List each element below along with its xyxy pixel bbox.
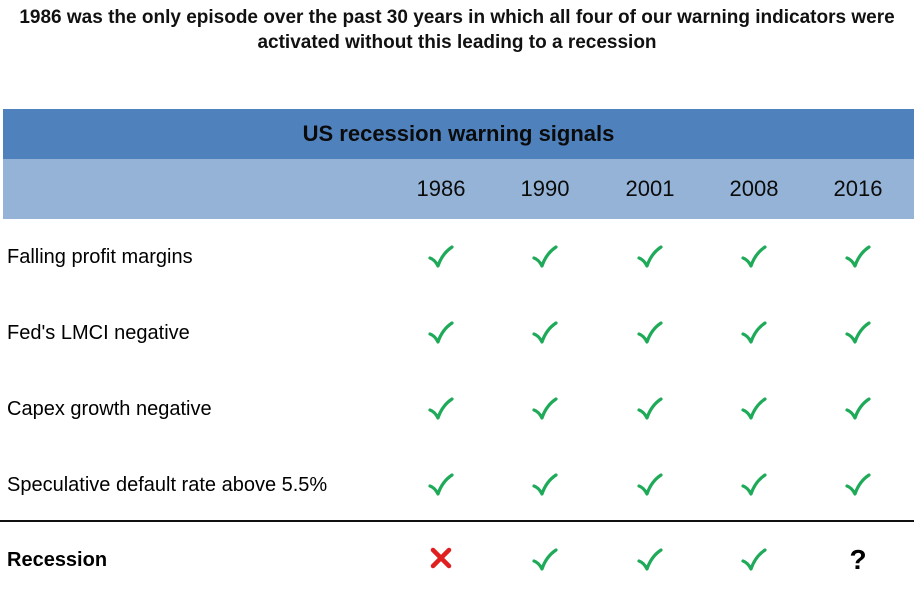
table-cell: [828, 295, 888, 371]
check-icon: [637, 397, 663, 421]
table-row: Capex growth negative: [3, 371, 914, 447]
table-cell: [620, 447, 680, 523]
recession-row: Recession ?: [3, 525, 914, 595]
check-icon: [637, 245, 663, 269]
row-label-recession: Recession: [7, 549, 108, 571]
table-cell: [620, 525, 680, 595]
check-icon: [741, 397, 767, 421]
table-cell: [724, 447, 784, 523]
check-icon: [845, 245, 871, 269]
unknown-mark: ?: [849, 544, 867, 575]
table-cell: [411, 295, 471, 371]
year-header-1990: 1990: [520, 176, 570, 201]
table-cell: [411, 219, 471, 295]
check-icon: [637, 548, 663, 572]
table-cell: [724, 525, 784, 595]
check-icon: [845, 473, 871, 497]
indicator-rows: Falling profit margins Fed's LMCI negativ…: [3, 219, 914, 523]
check-icon: [428, 321, 454, 345]
check-icon: [532, 473, 558, 497]
table-row: Falling profit margins: [3, 219, 914, 295]
row-label: Fed's LMCI negative: [7, 322, 190, 344]
table-title: US recession warning signals: [302, 121, 615, 146]
check-icon: [741, 245, 767, 269]
check-icon: [428, 245, 454, 269]
table-cell: [828, 219, 888, 295]
table-cell: [515, 447, 575, 523]
table-row: Fed's LMCI negative: [3, 295, 914, 371]
check-icon: [741, 321, 767, 345]
chart-headline: 1986 was the only episode over the past …: [19, 7, 895, 53]
year-header-1986: 1986: [416, 176, 466, 201]
table-cell: ?: [828, 525, 888, 595]
table-cell: [620, 371, 680, 447]
table-cell: [828, 447, 888, 523]
table-cell: [620, 219, 680, 295]
check-icon: [845, 321, 871, 345]
check-icon: [741, 548, 767, 572]
row-label: Falling profit margins: [7, 246, 193, 268]
cross-icon: [430, 545, 452, 575]
year-header-2008: 2008: [729, 176, 779, 201]
table-title-bar: US recession warning signals: [3, 109, 914, 159]
check-icon: [428, 473, 454, 497]
table-cell: [724, 219, 784, 295]
warning-signals-table: US recession warning signals 1986 1990 200…: [3, 109, 914, 523]
check-icon: [532, 245, 558, 269]
table-cell: [828, 371, 888, 447]
table-cell: [515, 219, 575, 295]
table-cell: [411, 447, 471, 523]
table-cell: [724, 295, 784, 371]
table-cell: [515, 371, 575, 447]
check-icon: [741, 473, 767, 497]
row-label: Capex growth negative: [7, 398, 212, 420]
check-icon: [532, 397, 558, 421]
year-header-row: 1986 1990 2001 2008 2016: [3, 159, 914, 219]
check-icon: [532, 548, 558, 572]
check-icon: [428, 397, 454, 421]
year-header-2016: 2016: [833, 176, 883, 201]
table-cell: [411, 525, 471, 595]
table-divider: [0, 520, 914, 522]
table-cell: [515, 525, 575, 595]
table-cell: [724, 371, 784, 447]
table-cell: [620, 295, 680, 371]
check-icon: [845, 397, 871, 421]
check-icon: [532, 321, 558, 345]
check-icon: [637, 321, 663, 345]
table-row: Speculative default rate above 5.5%: [3, 447, 914, 523]
table-cell: [411, 371, 471, 447]
check-icon: [637, 473, 663, 497]
table-cell: [515, 295, 575, 371]
row-label: Speculative default rate above 5.5%: [7, 474, 328, 496]
year-header-2001: 2001: [625, 176, 675, 201]
